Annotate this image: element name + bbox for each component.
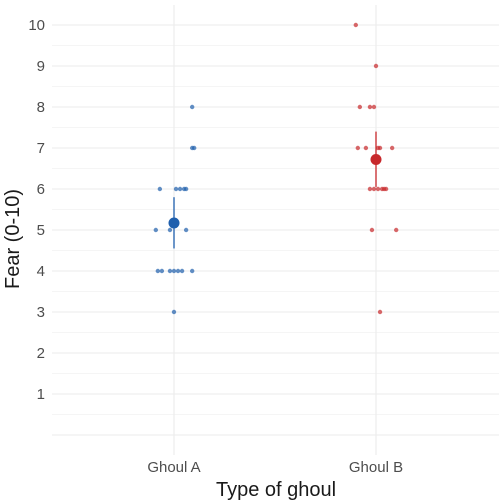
x-axis-title: Type of ghoul bbox=[216, 479, 336, 501]
mean-point bbox=[370, 153, 382, 165]
y-tick-label: 4 bbox=[37, 263, 45, 280]
y-tick-label: 5 bbox=[37, 222, 45, 239]
data-point bbox=[371, 104, 377, 110]
data-point bbox=[371, 186, 377, 192]
data-point bbox=[383, 186, 389, 192]
data-point bbox=[389, 145, 395, 151]
y-tick-label: 8 bbox=[37, 99, 45, 116]
data-point bbox=[192, 145, 197, 151]
y-axis-title: Fear (0-10) bbox=[2, 189, 24, 289]
data-point bbox=[153, 227, 159, 233]
data-point bbox=[363, 145, 369, 151]
data-point bbox=[377, 309, 383, 315]
data-point bbox=[373, 63, 379, 69]
data-point bbox=[179, 268, 185, 274]
data-point bbox=[183, 227, 189, 233]
data-point bbox=[189, 268, 195, 274]
data-point bbox=[367, 104, 373, 110]
data-point bbox=[353, 22, 358, 28]
data-point bbox=[173, 186, 179, 192]
data-point bbox=[171, 268, 177, 274]
data-point bbox=[183, 186, 189, 192]
data-points bbox=[153, 22, 399, 315]
x-tick-label: Ghoul B bbox=[349, 459, 403, 476]
mean-and-interval-marks bbox=[168, 131, 382, 249]
data-point bbox=[175, 268, 181, 274]
data-point bbox=[367, 186, 373, 192]
y-tick-label: 2 bbox=[37, 345, 45, 362]
data-point bbox=[394, 227, 399, 233]
data-point bbox=[355, 145, 361, 151]
data-point bbox=[157, 186, 163, 192]
y-tick-label: 10 bbox=[28, 17, 45, 34]
data-point bbox=[167, 268, 173, 274]
data-point bbox=[167, 227, 173, 233]
data-point bbox=[377, 145, 383, 151]
data-point bbox=[189, 104, 195, 110]
data-point bbox=[375, 186, 381, 192]
y-tick-label: 9 bbox=[37, 58, 45, 75]
y-tick-label: 3 bbox=[37, 304, 45, 321]
x-tick-label: Ghoul A bbox=[147, 459, 200, 476]
data-point bbox=[171, 309, 177, 315]
y-tick-labels: 1 2 3 4 5 6 7 8 9 10 bbox=[28, 17, 45, 403]
data-point bbox=[357, 104, 363, 110]
grid-layer bbox=[52, 5, 499, 455]
y-tick-label: 7 bbox=[37, 140, 45, 157]
data-point bbox=[155, 268, 161, 274]
data-point bbox=[177, 186, 183, 192]
data-point bbox=[369, 227, 375, 233]
x-tick-labels: Ghoul A Ghoul B bbox=[147, 459, 403, 476]
data-point bbox=[159, 268, 165, 274]
mean-point bbox=[168, 217, 180, 229]
y-tick-label: 1 bbox=[37, 386, 45, 403]
y-tick-label: 6 bbox=[37, 181, 45, 198]
